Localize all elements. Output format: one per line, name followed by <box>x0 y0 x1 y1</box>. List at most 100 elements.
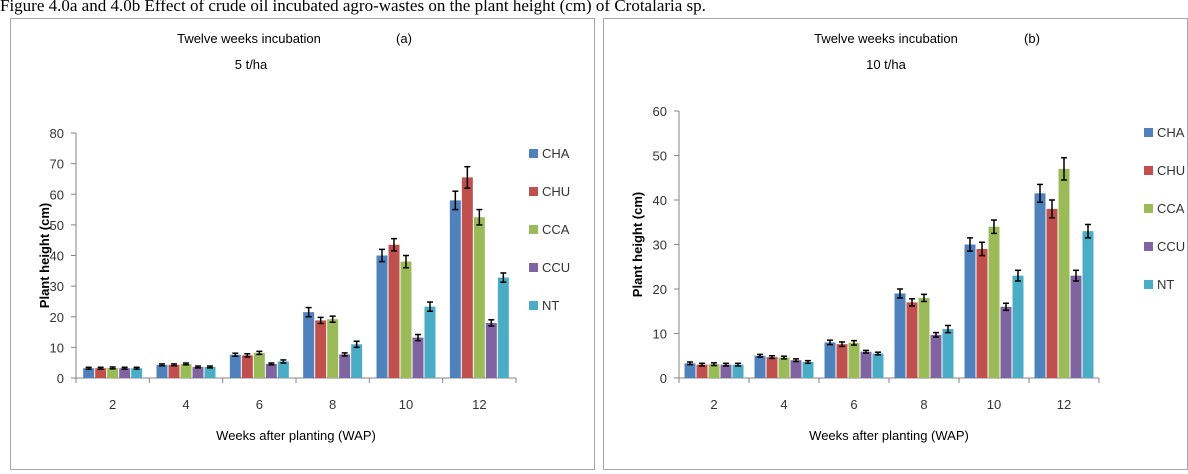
bar-cca <box>848 342 860 378</box>
legend-swatch-cca <box>529 225 538 234</box>
y-tick-label: 60 <box>653 104 667 119</box>
bar-ccu <box>930 334 942 378</box>
legend-label-cca: CCA <box>542 222 570 237</box>
chart-title: Twelve weeks incubation <box>177 31 321 46</box>
y-tick-label: 50 <box>653 149 667 164</box>
y-axis-label: Plant height (cm) <box>37 203 52 308</box>
legend-swatch-cha <box>1144 128 1153 137</box>
bar-cha <box>894 293 906 378</box>
bar-cca <box>918 297 930 378</box>
legend-label-nt: NT <box>1157 277 1174 292</box>
legend-swatch-chu <box>1144 166 1153 175</box>
bar-cha <box>824 342 836 378</box>
figure-caption: Figure 4.0a and 4.0b Effect of crude oil… <box>0 0 706 15</box>
y-axis-label: Plant height (cm) <box>630 192 645 297</box>
y-tick-label: 10 <box>50 340 64 355</box>
bar-nt <box>424 306 436 378</box>
y-tick-label: 30 <box>653 238 667 253</box>
bar-cha <box>156 364 168 378</box>
x-tick-label: 6 <box>850 397 857 412</box>
bar-nt <box>1082 231 1094 378</box>
legend-swatch-ccu <box>1144 242 1153 251</box>
bar-nt <box>1012 275 1024 378</box>
bar-ccu <box>1070 275 1082 378</box>
legend-swatch-ccu <box>529 263 538 272</box>
bar-ccu <box>119 368 131 378</box>
x-tick-label: 10 <box>399 397 413 412</box>
bar-cha <box>684 363 696 378</box>
bar-cha <box>964 244 976 378</box>
legend-swatch-nt <box>1144 280 1153 289</box>
y-tick-label: 0 <box>660 371 667 386</box>
x-tick-label: 12 <box>472 397 486 412</box>
bar-cca <box>708 364 720 378</box>
bar-nt <box>942 329 954 378</box>
bar-ccu <box>860 351 872 378</box>
panel-label: (b) <box>1024 31 1040 46</box>
bar-chu <box>388 244 400 378</box>
legend-label-nt: NT <box>542 298 559 313</box>
legend-label-ccu: CCU <box>542 260 570 275</box>
bar-nt <box>204 366 216 378</box>
chart-subtitle: 10 t/ha <box>866 57 907 72</box>
y-tick-label: 70 <box>50 157 64 172</box>
bar-ccu <box>485 322 497 378</box>
bar-nt <box>872 353 884 378</box>
legend-label-ccu: CCU <box>1157 239 1185 254</box>
chart-a: Twelve weeks incubation (a) 5 t/ha 0 10 20 30 4… <box>37 31 570 443</box>
x-tick-label: 2 <box>109 397 116 412</box>
legend-label-cha: CHA <box>542 146 570 161</box>
y-tick-label: 20 <box>50 310 64 325</box>
chart-title: Twelve weeks incubation <box>814 31 958 46</box>
x-tick-label: 12 <box>1057 397 1071 412</box>
x-tick-label: 8 <box>329 397 336 412</box>
bar-chu <box>461 177 473 378</box>
y-tick-label: 30 <box>50 279 64 294</box>
y-tick-label: 40 <box>653 193 667 208</box>
x-axis-label: Weeks after planting (WAP) <box>809 428 969 443</box>
bar-chu <box>168 364 180 378</box>
bar-cha <box>229 354 241 378</box>
bar-ccu <box>720 364 732 378</box>
bar-cha <box>449 200 461 378</box>
bar-chu <box>906 302 918 378</box>
bar-cca <box>253 352 265 378</box>
legend-swatch-chu <box>529 187 538 196</box>
bar-ccu <box>1000 306 1012 378</box>
panel-label: (a) <box>396 31 412 46</box>
chart-b: Twelve weeks incubation (b) 10 t/ha 0 10 20 30… <box>630 31 1185 443</box>
bar-ccu <box>412 337 424 378</box>
bar-nt <box>131 368 143 378</box>
bar-cha <box>376 255 388 378</box>
y-tick-label: 80 <box>50 126 64 141</box>
x-axis-label: Weeks after planting (WAP) <box>216 428 376 443</box>
bar-cha <box>83 368 95 378</box>
bar-chu <box>696 364 708 378</box>
bar-chu <box>315 320 327 378</box>
bar-ccu <box>265 363 277 378</box>
legend-swatch-nt <box>529 301 538 310</box>
y-tick-label: 60 <box>50 187 64 202</box>
chart-panel-a: Twelve weeks incubation (a) 5 t/ha 0 10 20 30 4… <box>10 18 595 470</box>
bar-ccu <box>192 366 204 378</box>
x-tick-label: 8 <box>920 397 927 412</box>
y-tick-label: 10 <box>653 327 667 342</box>
bar-ccu <box>339 354 351 378</box>
bar-nt <box>802 361 814 378</box>
bar-cca <box>327 319 339 378</box>
legend-label-cca: CCA <box>1157 201 1185 216</box>
bar-nt <box>351 344 363 378</box>
bar-cca <box>180 363 192 378</box>
y-tick-label: 50 <box>50 218 64 233</box>
bar-nt <box>277 361 289 378</box>
bar-chu <box>95 368 107 378</box>
bar-cha <box>303 312 315 378</box>
bar-chu <box>241 355 253 378</box>
chart-subtitle: 5 t/ha <box>235 57 268 72</box>
y-tick-label: 40 <box>50 249 64 264</box>
y-tick-label: 20 <box>653 282 667 297</box>
legend-swatch-cha <box>529 149 538 158</box>
x-tick-label: 10 <box>987 397 1001 412</box>
x-tick-label: 4 <box>182 397 189 412</box>
legend-label-chu: CHU <box>1157 163 1185 178</box>
